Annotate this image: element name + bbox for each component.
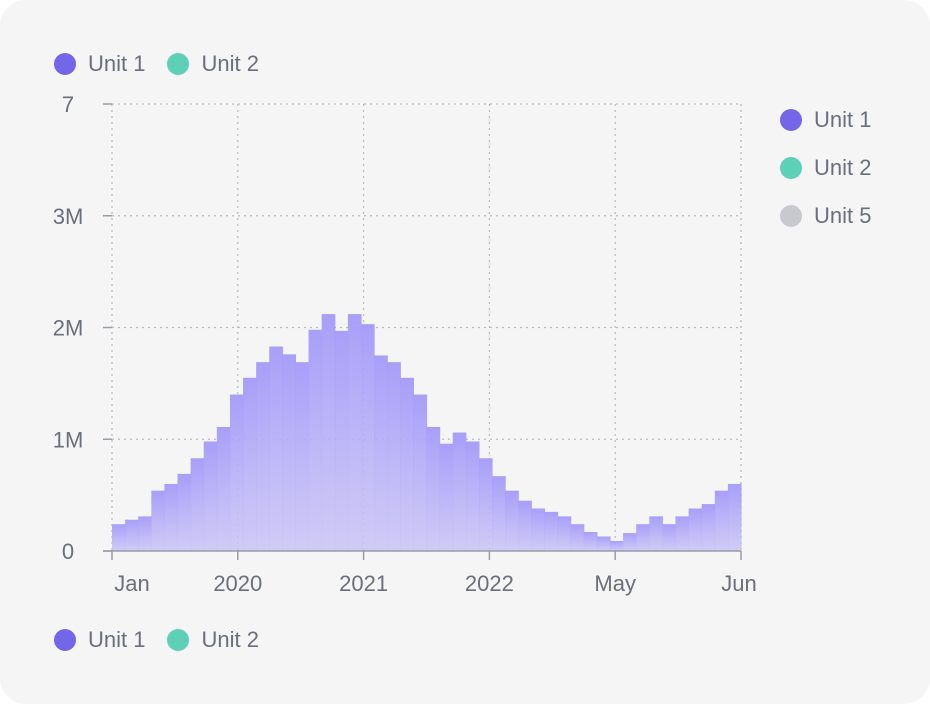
area-step-bar	[662, 524, 677, 551]
y-axis-ticks: 0 1M 2M 3M 7	[53, 92, 112, 564]
x-axis-ticks: Jan 2020 2021 2022 May Jun	[111, 551, 757, 596]
area-step-bar	[243, 377, 257, 551]
area-step-bar	[360, 324, 375, 551]
area-step-bar	[164, 483, 179, 551]
x-tick-label: 2022	[465, 571, 514, 596]
area-step-bar	[531, 508, 546, 551]
area-step-bar	[216, 426, 231, 551]
y-tick-label: 7	[62, 92, 74, 117]
area-step-bar	[583, 532, 598, 551]
area-step-bar	[151, 490, 166, 551]
legend-dot-unit-1	[54, 53, 76, 75]
legend-dot-unit-1	[54, 629, 76, 651]
area-step-bar	[400, 377, 414, 551]
area-step-bar	[374, 355, 388, 551]
legend-dot-unit-5	[780, 205, 802, 227]
legend-dot-unit-2	[167, 53, 190, 75]
area-step-bar	[609, 540, 624, 551]
area-step-bar	[465, 441, 480, 551]
y-tick-label: 1M	[53, 427, 84, 452]
legend-right: Unit 1 Unit 2 Unit 5	[780, 107, 871, 229]
y-tick-label: 3M	[53, 204, 84, 229]
area-step-bar	[295, 362, 310, 551]
legend-top: Unit 1 Unit 2	[54, 51, 259, 77]
area-step-bar	[518, 500, 532, 551]
area-step-bar	[177, 473, 192, 551]
x-tick-label: 2020	[213, 571, 262, 596]
area-step-bar	[387, 362, 401, 551]
y-tick-label: 0	[62, 539, 74, 564]
legend-label: Unit 2	[201, 51, 259, 76]
area-step-bar	[308, 329, 323, 551]
legend-item-unit-1[interactable]: Unit 1	[54, 51, 145, 77]
legend-item-unit-1[interactable]: Unit 1	[780, 107, 871, 133]
area-step-bar	[256, 362, 270, 551]
area-step-bar	[269, 346, 283, 551]
area-step-bar	[714, 490, 729, 551]
x-tick-label: Jan	[114, 571, 149, 596]
area-step-bar	[478, 458, 493, 551]
legend-label: Unit 5	[814, 203, 872, 228]
area-step-bar	[334, 330, 349, 551]
x-tick-label: May	[594, 571, 636, 596]
legend-label: Unit 2	[814, 155, 872, 180]
area-step-bar	[138, 516, 152, 551]
legend-item-unit-2[interactable]: Unit 2	[167, 51, 259, 77]
area-step-bar	[426, 426, 441, 551]
area-step-bar	[557, 516, 572, 551]
area-step-bar	[688, 508, 703, 551]
legend-item-unit-2[interactable]: Unit 2	[167, 627, 259, 653]
area-step-bar	[675, 516, 690, 551]
area-step-bar	[596, 536, 611, 551]
area-step-bar	[649, 516, 663, 551]
legend-item-unit-2[interactable]: Unit 2	[780, 155, 871, 181]
area-step-bar	[413, 394, 428, 551]
area-step-bar	[347, 314, 362, 551]
area-step-bar	[636, 524, 650, 551]
y-tick-label: 2M	[53, 316, 84, 341]
area-step-bar	[505, 490, 519, 551]
x-tick-label: Jun	[721, 571, 756, 596]
area-step-bar	[125, 519, 139, 551]
area-step-bar	[321, 314, 336, 551]
legend-label: Unit 1	[814, 107, 872, 132]
legend-bottom: Unit 1 Unit 2	[54, 627, 259, 653]
area-step-bar	[190, 458, 205, 551]
area-step-bar	[570, 524, 585, 551]
legend-dot-unit-1	[780, 109, 802, 131]
legend-dot-unit-2	[780, 157, 802, 179]
area-step-bar	[282, 354, 297, 551]
area-step-bar	[701, 504, 716, 551]
legend-dot-unit-2	[167, 629, 190, 651]
area-step-bar	[112, 524, 126, 551]
legend-item-unit-1[interactable]: Unit 1	[54, 627, 145, 653]
area-step-bar	[452, 432, 467, 551]
area-series-unit-1	[112, 314, 742, 551]
area-step-bar	[544, 511, 559, 551]
area-step-bar	[727, 483, 742, 551]
legend-label: Unit 2	[201, 627, 259, 652]
area-step-bar	[623, 533, 637, 551]
area-step-bar	[492, 476, 506, 551]
legend-label: Unit 1	[88, 627, 146, 652]
area-step-bar	[439, 443, 454, 551]
x-tick-label: 2021	[339, 571, 388, 596]
legend-label: Unit 1	[88, 51, 146, 76]
legend-item-unit-5[interactable]: Unit 5	[780, 203, 871, 229]
area-step-bar	[229, 394, 244, 551]
area-step-bar	[203, 441, 218, 551]
